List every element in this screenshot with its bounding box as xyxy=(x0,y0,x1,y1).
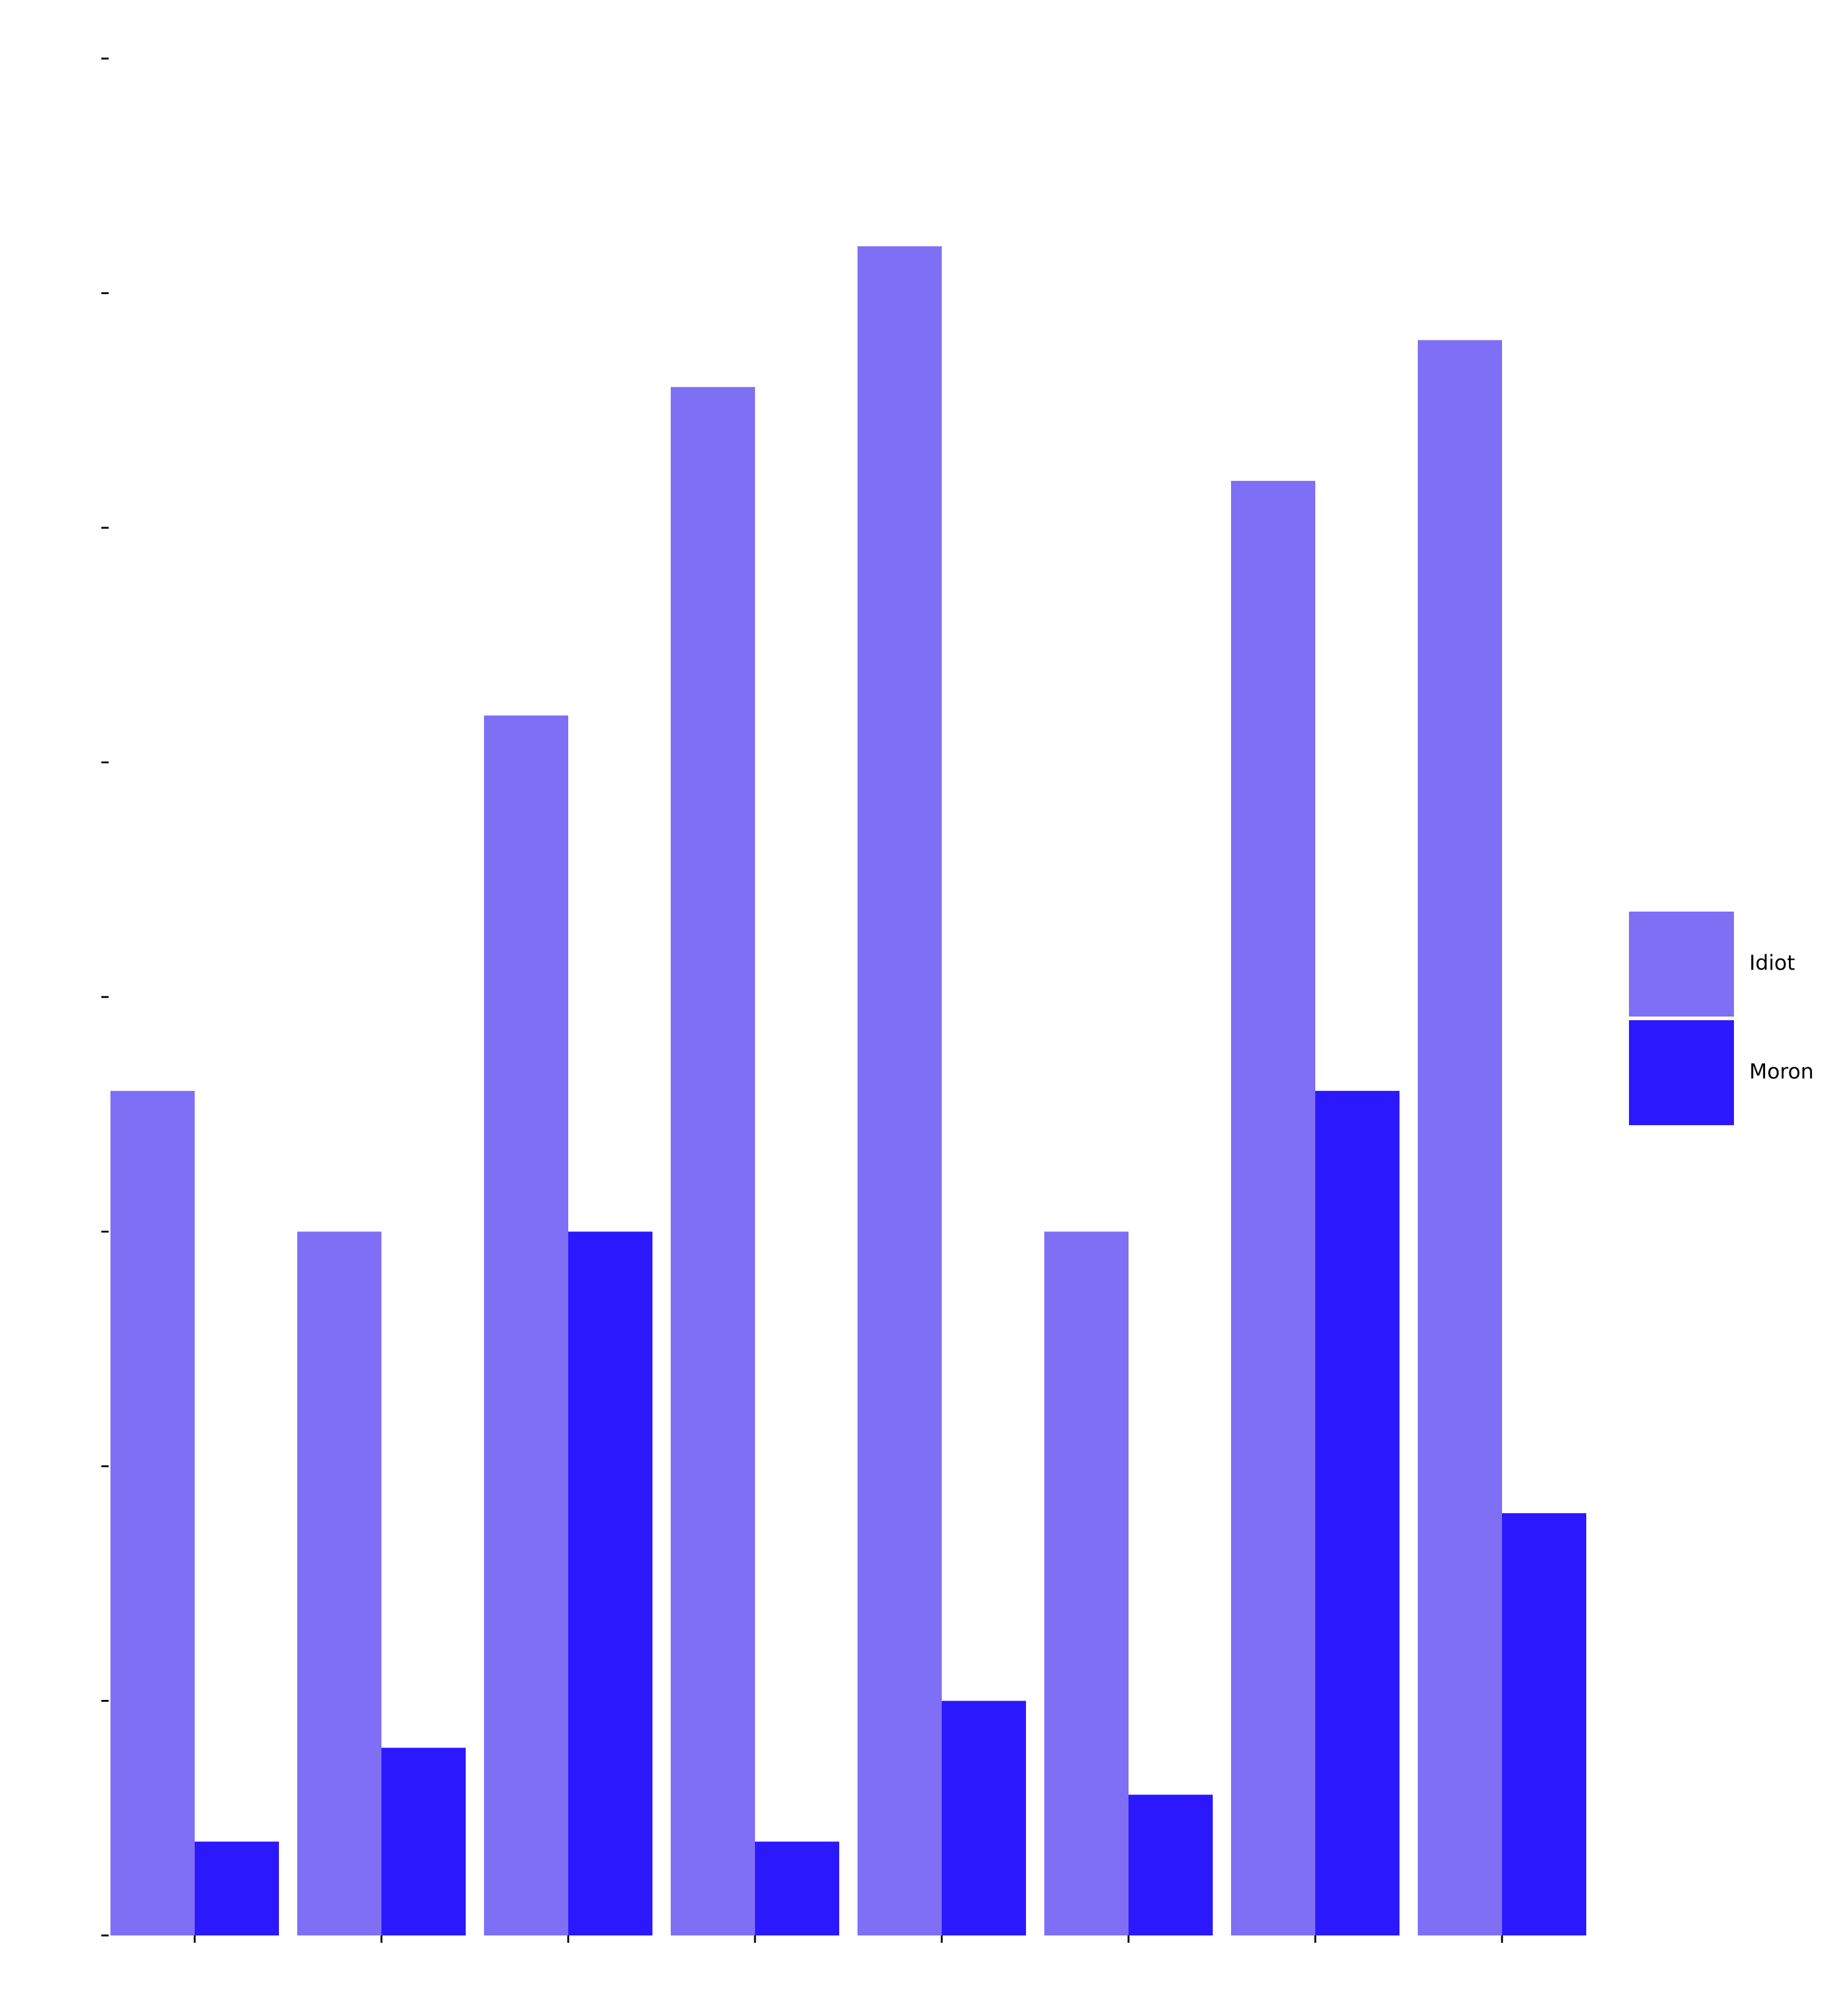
legend-label: Moron xyxy=(1749,1060,1814,1084)
bar xyxy=(1044,1231,1129,1935)
bar xyxy=(858,246,942,1935)
legend-label: Idiot xyxy=(1749,951,1795,976)
bar xyxy=(568,1231,652,1935)
bar xyxy=(1129,1795,1213,1935)
bar xyxy=(195,1841,279,1935)
bar xyxy=(297,1231,381,1935)
legend-swatch xyxy=(1629,1020,1734,1125)
bar xyxy=(110,1090,195,1935)
bar xyxy=(1502,1513,1586,1935)
bar xyxy=(381,1748,466,1935)
bar xyxy=(484,715,568,1935)
bar xyxy=(1315,1090,1399,1935)
bar xyxy=(1231,481,1315,1935)
bar xyxy=(942,1701,1026,1935)
legend-swatch xyxy=(1629,912,1734,1017)
bar xyxy=(755,1841,839,1935)
bar xyxy=(671,387,755,1935)
bar xyxy=(1418,340,1502,1936)
